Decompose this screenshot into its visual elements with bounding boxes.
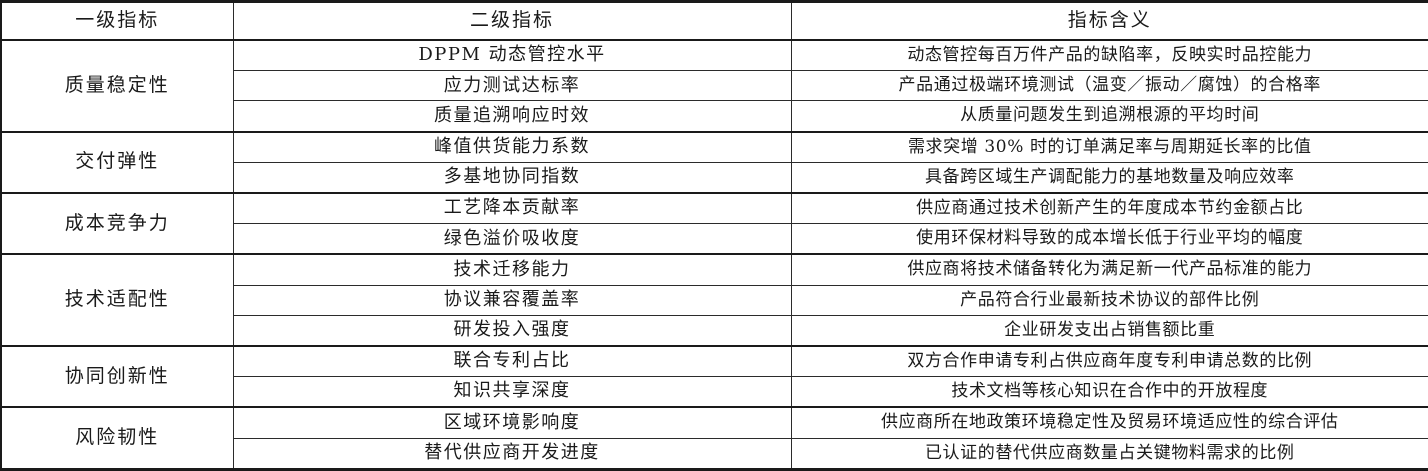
group-label-3: 成本竞争力 (1, 191, 234, 256)
level2-indicator: DPPM 动态管控水平 (232, 39, 792, 72)
level2-indicator: 峰值供货能力系数 (232, 130, 792, 163)
level2-indicator: 技术迁移能力 (232, 253, 792, 286)
table-header: 一级指标 二级指标 指标含义 (1, 1, 1428, 41)
table-row: 技术适配性 技术迁移能力 供应商将技术储备转化为满足新一代产品标准的能力 (1, 253, 1428, 347)
table-row: 成本竞争力 工艺降本贡献率 供应商通过技术创新产生的年度成本节约金额占比 (1, 191, 1428, 256)
group-label-6: 风险韧性 (1, 406, 234, 471)
indicator-meaning: 双方合作申请专利占供应商年度专利申请总数的比例 (790, 344, 1428, 378)
level2-indicator: 协议兼容覆盖率 (233, 284, 792, 316)
level2-indicator: 多基地协同指数 (233, 161, 792, 194)
indicator-meaning: 动态管控每百万件产品的缺陷率，反映实时品控能力 (790, 39, 1428, 72)
indicator-meaning: 产品符合行业最新技术协议的部件比例 (790, 284, 1428, 316)
level2-indicator: 研发投入强度 (233, 314, 792, 347)
indicator-meaning: 供应商通过技术创新产生的年度成本节约金额占比 (790, 191, 1428, 225)
indicator-meaning: 需求突增 30% 时的订单满足率与周期延长率的比值 (790, 130, 1428, 163)
level2-indicator: 工艺降本贡献率 (232, 191, 792, 225)
indicator-meaning: 产品通过极端环境测试（温变／振动／腐蚀）的合格率 (790, 70, 1428, 102)
table-row: 质量稳定性 DPPM 动态管控水平 动态管控每百万件产品的缺陷率，反映实时品控能力 (1, 39, 1428, 133)
indicator-meaning: 使用环保材料导致的成本增长低于行业平均的幅度 (790, 223, 1428, 256)
level2-indicator: 替代供应商开发进度 (233, 437, 792, 471)
table-row: 研发投入强度 企业研发支出占销售额比重 (1, 314, 1428, 347)
level2-indicator: 区域环境影响度 (232, 406, 792, 439)
level2-indicator: 质量追溯响应时效 (233, 100, 792, 133)
indicator-meaning: 具备跨区域生产调配能力的基地数量及响应效率 (790, 161, 1428, 194)
level2-indicator: 应力测试达标率 (233, 70, 792, 102)
table-row: 交付弹性 峰值供货能力系数 需求突增 30% 时的订单满足率与周期延长率的比值 (1, 130, 1428, 194)
indicator-meaning: 从质量问题发生到追溯根源的平均时间 (790, 100, 1428, 133)
table-row: 协议兼容覆盖率 产品符合行业最新技术协议的部件比例 (1, 284, 1428, 316)
column-header-meaning: 指标含义 (790, 1, 1428, 41)
table-row: 替代供应商开发进度 已认证的替代供应商数量占关键物料需求的比例 (1, 437, 1428, 471)
table-row: 绿色溢价吸收度 使用环保材料导致的成本增长低于行业平均的幅度 (1, 223, 1428, 256)
table-body: 质量稳定性 DPPM 动态管控水平 动态管控每百万件产品的缺陷率，反映实时品控能力应… (1, 39, 1428, 471)
table-row: 知识共享深度 技术文档等核心知识在合作中的开放程度 (1, 376, 1428, 409)
table-row: 协同创新性 联合专利占比 双方合作申请专利占供应商年度专利申请总数的比例 (1, 344, 1428, 409)
group-label-1: 质量稳定性 (1, 39, 234, 133)
table-row: 质量追溯响应时效 从质量问题发生到追溯根源的平均时间 (1, 100, 1428, 133)
column-header-level1: 一级指标 (1, 1, 234, 41)
indicator-meaning: 供应商将技术储备转化为满足新一代产品标准的能力 (790, 253, 1428, 286)
indicator-meaning: 供应商所在地政策环境稳定性及贸易环境适应性的综合评估 (790, 406, 1428, 439)
table-row: 风险韧性 区域环境影响度 供应商所在地政策环境稳定性及贸易环境适应性的综合评估 (1, 406, 1428, 471)
level2-indicator: 知识共享深度 (233, 376, 792, 409)
column-header-level2: 二级指标 (232, 1, 792, 41)
group-label-5: 协同创新性 (1, 344, 234, 409)
group-label-4: 技术适配性 (1, 253, 234, 347)
level2-indicator: 绿色溢价吸收度 (233, 223, 792, 256)
indicator-meaning: 企业研发支出占销售额比重 (790, 314, 1428, 347)
table-row: 应力测试达标率 产品通过极端环境测试（温变／振动／腐蚀）的合格率 (1, 70, 1428, 102)
indicator-meaning: 已认证的替代供应商数量占关键物料需求的比例 (790, 437, 1428, 471)
table-header-row: 一级指标 二级指标 指标含义 (1, 1, 1428, 41)
group-label-2: 交付弹性 (1, 130, 234, 194)
level2-indicator: 联合专利占比 (232, 344, 792, 378)
indicator-meaning: 技术文档等核心知识在合作中的开放程度 (790, 376, 1428, 409)
table-row: 多基地协同指数 具备跨区域生产调配能力的基地数量及响应效率 (1, 161, 1428, 194)
